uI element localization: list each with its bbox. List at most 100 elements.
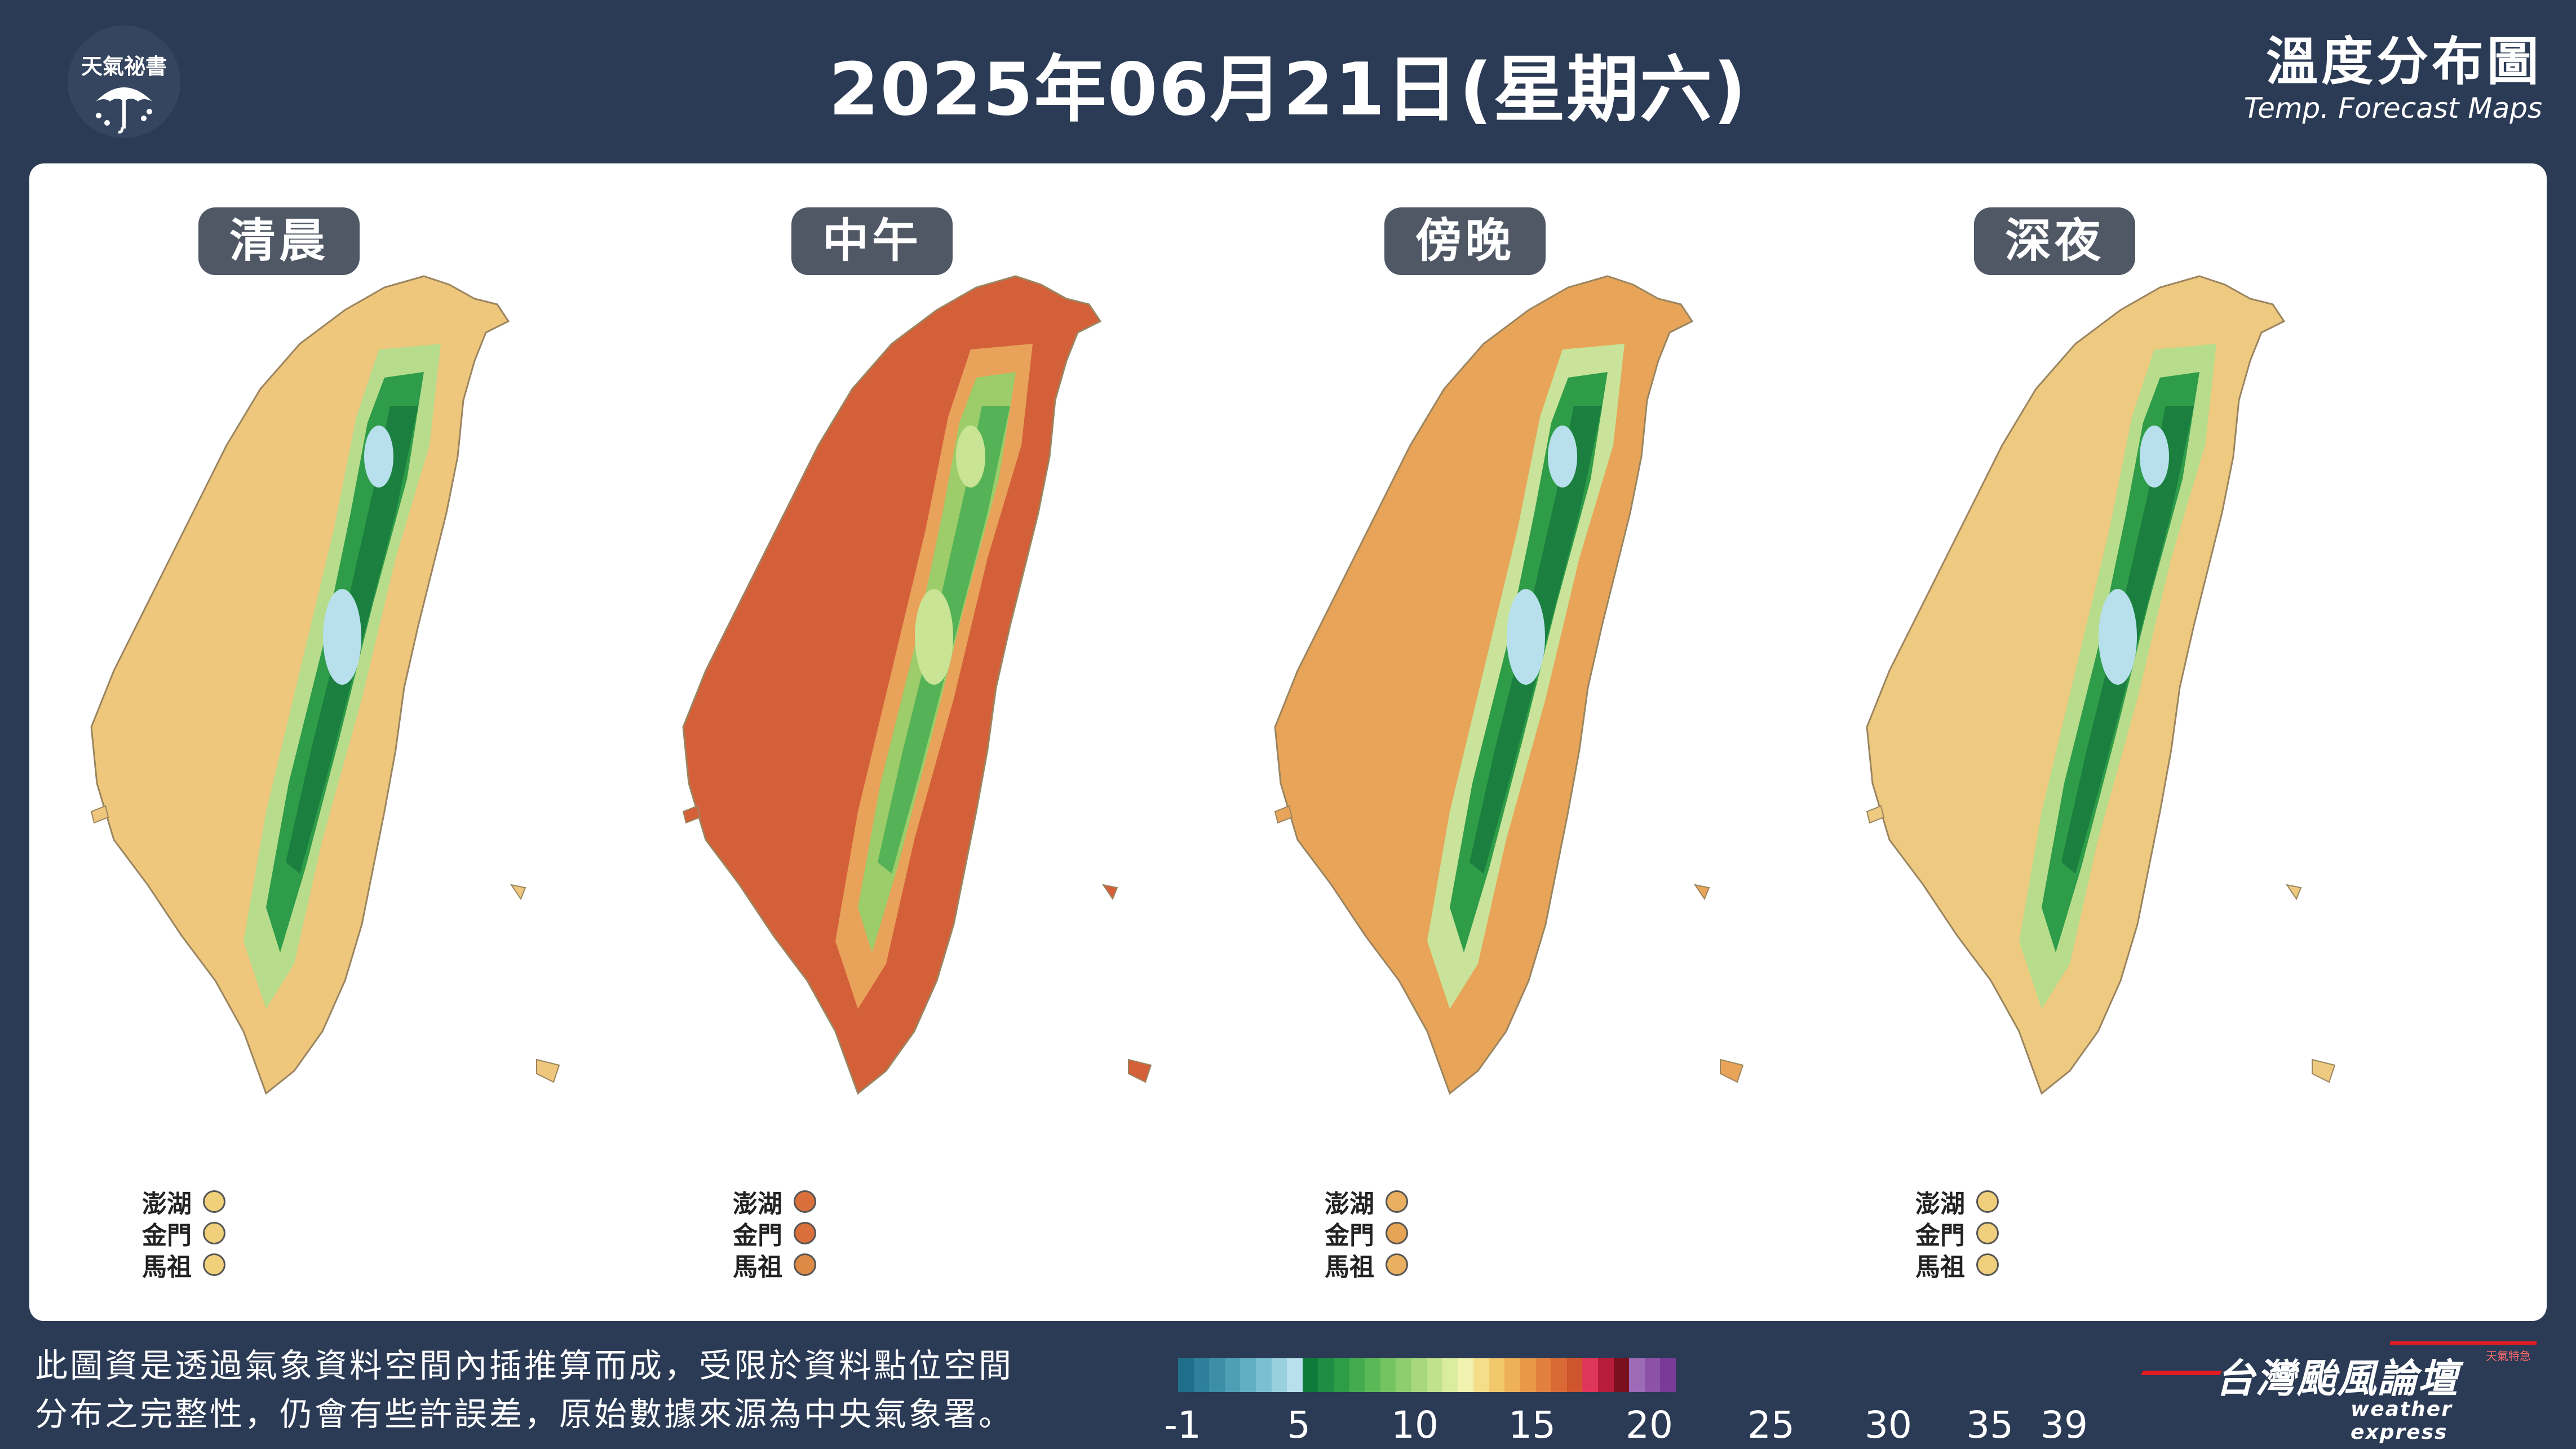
scale-tick: 25 [1747, 1403, 1795, 1447]
brand-name-zh: 台灣颱風論壇 [2215, 1355, 2459, 1402]
scale-swatch [1442, 1358, 1458, 1392]
island-dot [1386, 1190, 1408, 1213]
scale-swatch [1178, 1358, 1194, 1392]
scale-tick: 39 [2041, 1403, 2088, 1447]
scale-swatch [1411, 1358, 1427, 1392]
outlying-islands-legend-night: 澎湖 金門 馬祖 [1915, 1186, 1999, 1282]
scale-swatch [1193, 1358, 1210, 1392]
temperature-zone-coldest [2099, 589, 2137, 685]
period-label-noon: 中午 [791, 207, 953, 275]
island-dot [1976, 1222, 1999, 1244]
scale-tick: 5 [1287, 1403, 1311, 1447]
island-row: 金門 [142, 1217, 225, 1250]
footer-brand: 天氣特急 台灣颱風論壇 weather express [2140, 1336, 2548, 1444]
penghu-islands [90, 805, 109, 824]
disclaimer-line-2: 分布之完整性，仍會有些許誤差，原始數據來源為中央氣象署。 [35, 1395, 1014, 1433]
temperature-zone-coldest [323, 589, 361, 685]
island-dot [794, 1253, 816, 1276]
scale-swatch [1473, 1358, 1489, 1392]
brand-stripe [2390, 1341, 2537, 1345]
island-name: 金門 [1915, 1221, 1965, 1250]
island-row: 金門 [1915, 1217, 1999, 1250]
period-label-night: 深夜 [1974, 207, 2135, 275]
island-name: 金門 [142, 1221, 192, 1250]
period-label-dusk: 傍晚 [1384, 207, 1546, 275]
island-row: 馬祖 [1325, 1249, 1408, 1282]
island-dot [203, 1190, 225, 1213]
scale-swatch [1566, 1358, 1583, 1392]
scale-swatch [1224, 1358, 1241, 1392]
map-column-dawn: 清晨 澎湖 金門 馬祖 [29, 163, 644, 1321]
scale-swatch [1489, 1358, 1505, 1392]
island-dot [1976, 1253, 1999, 1276]
penghu-islands [1866, 805, 1885, 824]
island-name: 馬祖 [1325, 1253, 1374, 1282]
taiwan-temperature-map-noon [682, 275, 1152, 1095]
island-name: 金門 [1325, 1221, 1374, 1250]
scale-swatch [1660, 1358, 1676, 1392]
scale-tick: 30 [1865, 1403, 1912, 1447]
island-name: 金門 [733, 1221, 782, 1250]
page-title: 2025年06月21日(星期六) [829, 48, 1747, 132]
scale-swatch [1349, 1358, 1365, 1392]
map-column-dusk: 傍晚 澎湖 金門 馬祖 [1213, 163, 1827, 1321]
brand-title-en: Temp. Forecast Maps [2243, 91, 2542, 125]
scale-swatch [1302, 1358, 1318, 1392]
island-dot [203, 1253, 225, 1276]
green-island [510, 884, 526, 901]
temperature-zone-coldest [364, 426, 393, 488]
scale-swatch [1240, 1358, 1256, 1392]
lanyu-island [1128, 1058, 1152, 1083]
scale-tick: 35 [1966, 1403, 2013, 1447]
brand-title: 溫度分布圖 Temp. Forecast Maps [2243, 32, 2542, 125]
scale-tick: -1 [1164, 1403, 1201, 1447]
scale-swatch [1535, 1358, 1552, 1392]
maps-panel: 清晨 澎湖 金門 馬祖 中午 澎湖 金門 馬祖 傍晚 澎湖 金門 馬祖 深夜 澎… [29, 163, 2547, 1321]
scale-swatch [1255, 1358, 1272, 1392]
map-column-noon: 中午 澎湖 金門 馬祖 [621, 163, 1236, 1321]
taiwan-temperature-map-dawn [90, 275, 560, 1095]
umbrella-icon [96, 87, 152, 134]
scale-swatch [1582, 1358, 1599, 1392]
island-row: 澎湖 [733, 1186, 816, 1218]
island-name: 澎湖 [142, 1190, 192, 1218]
island-name: 澎湖 [733, 1190, 782, 1218]
island-row: 澎湖 [142, 1186, 225, 1218]
penghu-islands [682, 805, 701, 824]
island-name: 馬祖 [1915, 1253, 1965, 1282]
outlying-islands-legend-dusk: 澎湖 金門 馬祖 [1325, 1186, 1408, 1282]
island-name: 澎湖 [1325, 1190, 1374, 1218]
lanyu-island [1720, 1058, 1744, 1083]
disclaimer-line-1: 此圖資是透過氣象資料空間內插推算而成，受限於資料點位空間 [35, 1346, 1014, 1385]
island-row: 金門 [733, 1217, 816, 1250]
scale-swatch [1271, 1358, 1287, 1392]
scale-swatch [1365, 1358, 1380, 1392]
brand-name-en: weather express [2351, 1398, 2453, 1444]
island-row: 馬祖 [733, 1249, 816, 1282]
island-dot [203, 1222, 225, 1244]
scale-swatch [1396, 1358, 1411, 1392]
scale-swatch [1318, 1358, 1334, 1392]
brand-title-zh: 溫度分布圖 [2265, 32, 2542, 92]
logo: 天氣祕書 [68, 25, 180, 138]
island-row: 馬祖 [142, 1249, 225, 1282]
island-dot [1386, 1222, 1408, 1244]
scale-swatch [1598, 1358, 1614, 1392]
scale-swatch [1333, 1358, 1349, 1392]
scale-swatch [1209, 1358, 1225, 1392]
scale-swatch [1551, 1358, 1567, 1392]
lanyu-island [536, 1058, 560, 1083]
data-disclaimer: 此圖資是透過氣象資料空間內插推算而成，受限於資料點位空間 分布之完整性，仍會有些… [35, 1341, 1151, 1438]
temperature-scale-ticks: -1 5 10 15 20 25 30 35 39 [1164, 1403, 2114, 1448]
island-name: 馬祖 [733, 1253, 782, 1282]
scale-swatch [1504, 1358, 1521, 1392]
temperature-zone-coldest [1548, 426, 1577, 488]
island-dot [794, 1190, 816, 1213]
scale-swatch [1380, 1358, 1396, 1392]
island-row: 馬祖 [1915, 1249, 1999, 1282]
lanyu-island [2312, 1058, 2336, 1083]
temperature-zone-coldest [956, 426, 985, 488]
temperature-zone-coldest [1507, 589, 1545, 685]
scale-swatch [1629, 1358, 1645, 1392]
temperature-scale-bar [1178, 1358, 1676, 1392]
